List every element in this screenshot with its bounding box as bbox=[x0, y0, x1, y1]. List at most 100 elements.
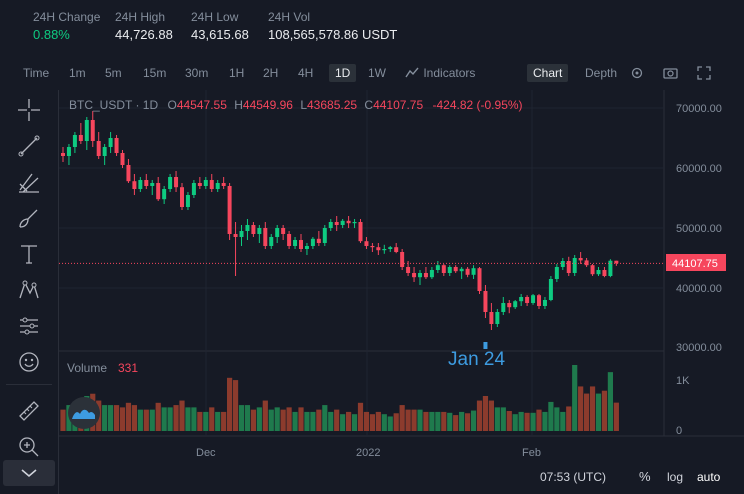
candle-body bbox=[590, 265, 595, 275]
tab-time[interactable]: Time bbox=[23, 66, 50, 80]
volume-bar bbox=[161, 407, 167, 431]
volume-bar bbox=[262, 400, 268, 431]
candle-body bbox=[78, 135, 83, 141]
volume-bar bbox=[149, 409, 155, 431]
candle-body bbox=[477, 268, 482, 291]
candle-body bbox=[566, 261, 571, 273]
candle-body bbox=[447, 267, 452, 273]
candle-body bbox=[358, 222, 363, 242]
candle-body bbox=[471, 268, 476, 275]
auto-toggle[interactable]: auto bbox=[697, 470, 721, 484]
indicators-button[interactable]: Indicators bbox=[405, 66, 475, 80]
volume-bar bbox=[209, 407, 215, 431]
legend-low: 43685.25 bbox=[307, 98, 357, 112]
volume-bar bbox=[102, 405, 108, 431]
last-price-badge bbox=[666, 254, 726, 271]
interval-30m[interactable]: 30m bbox=[185, 66, 209, 80]
candle-body bbox=[203, 180, 208, 186]
price-tick: 30000.00 bbox=[676, 342, 722, 354]
legend-close: 44107.75 bbox=[373, 98, 423, 112]
candle-body bbox=[174, 177, 179, 188]
candle-body bbox=[84, 120, 89, 141]
interval-1w[interactable]: 1W bbox=[368, 66, 386, 80]
volume-bar bbox=[530, 412, 536, 431]
volume-bar bbox=[227, 377, 233, 431]
stat-value: 44,726.88 bbox=[115, 27, 173, 42]
logo-badge bbox=[68, 397, 100, 429]
brush-icon[interactable] bbox=[16, 205, 42, 231]
volume-bar bbox=[470, 410, 477, 431]
interval-2h[interactable]: 2H bbox=[263, 66, 279, 80]
volume-bar bbox=[274, 407, 280, 431]
candle-body bbox=[221, 183, 226, 186]
collapse-toolbar-button[interactable] bbox=[3, 460, 55, 486]
volume-bar bbox=[292, 411, 298, 431]
volume-tick: 0 bbox=[676, 425, 682, 437]
candle-body bbox=[328, 222, 333, 228]
volume-bar bbox=[197, 411, 203, 431]
volume-bar bbox=[494, 407, 500, 431]
settings-icon[interactable] bbox=[630, 66, 644, 83]
text-icon[interactable] bbox=[16, 241, 42, 267]
drawing-toolbar bbox=[0, 90, 59, 494]
crosshair-icon[interactable] bbox=[16, 97, 42, 123]
candle-body bbox=[483, 291, 488, 312]
trend-line-icon[interactable] bbox=[16, 133, 42, 159]
measure-icon[interactable] bbox=[16, 313, 42, 339]
stat-label: 24H High bbox=[115, 10, 166, 24]
camera-icon[interactable] bbox=[663, 66, 678, 82]
volume-bar bbox=[286, 407, 292, 431]
emoji-icon[interactable] bbox=[16, 349, 42, 375]
candle-body bbox=[412, 273, 417, 278]
fullscreen-icon[interactable] bbox=[697, 66, 711, 83]
volume-bar bbox=[334, 409, 340, 431]
log-toggle[interactable]: log bbox=[667, 470, 683, 484]
volume-bar bbox=[203, 411, 209, 431]
stat-value: 43,615.68 bbox=[191, 27, 249, 42]
interval-1h[interactable]: 1H bbox=[229, 66, 245, 80]
candle-body bbox=[209, 180, 214, 189]
tab-chart[interactable]: Chart bbox=[527, 64, 569, 82]
stat-24h-change: 24H Change 0.88% bbox=[33, 10, 100, 42]
interval-5m[interactable]: 5m bbox=[105, 66, 122, 80]
candle-body bbox=[269, 237, 274, 246]
indicators-label: Indicators bbox=[423, 66, 476, 80]
volume-bar bbox=[131, 405, 137, 431]
interval-15m[interactable]: 15m bbox=[143, 66, 167, 80]
candle-body bbox=[513, 301, 518, 308]
candle-body bbox=[507, 303, 512, 308]
candle-body bbox=[132, 181, 137, 189]
candle-body bbox=[66, 147, 71, 156]
volume-bar bbox=[310, 411, 316, 431]
volume-bar bbox=[119, 407, 126, 431]
interval-4h[interactable]: 4H bbox=[298, 66, 314, 80]
volume-label: Volume bbox=[67, 361, 107, 375]
candle-body bbox=[441, 265, 446, 273]
volume-bar bbox=[518, 411, 524, 431]
volume-bar bbox=[191, 407, 197, 431]
legend-close-label: C bbox=[364, 98, 373, 112]
tab-depth[interactable]: Depth bbox=[585, 66, 618, 80]
percent-toggle[interactable]: % bbox=[639, 469, 651, 484]
price-chart[interactable]: BTC_USDT · 1D O44547.55 H44549.96 L43685… bbox=[59, 90, 744, 494]
candle-body bbox=[150, 183, 155, 186]
time-tick: 2022 bbox=[356, 447, 380, 459]
volume-bar bbox=[411, 409, 417, 431]
volume-bar bbox=[589, 386, 596, 431]
zoom-in-icon[interactable] bbox=[16, 434, 42, 460]
candle-body bbox=[346, 220, 351, 224]
candle-body bbox=[72, 135, 77, 147]
interval-1d[interactable]: 1D bbox=[329, 64, 357, 82]
volume-bar bbox=[393, 413, 399, 431]
volume-tick: 1K bbox=[676, 375, 690, 387]
ruler-icon[interactable] bbox=[16, 398, 42, 424]
candle-body bbox=[406, 267, 411, 273]
pitchfork-icon[interactable] bbox=[16, 169, 42, 195]
candle-body bbox=[281, 228, 286, 234]
interval-1m[interactable]: 1m bbox=[69, 66, 86, 80]
pattern-icon[interactable] bbox=[16, 277, 42, 303]
stats-bar: 24H Change 0.88% 24H High 44,726.88 24H … bbox=[0, 0, 744, 55]
legend-change: -424.82 (-0.95%) bbox=[432, 98, 522, 112]
indicators-icon bbox=[405, 67, 419, 78]
candle-body bbox=[257, 228, 262, 234]
